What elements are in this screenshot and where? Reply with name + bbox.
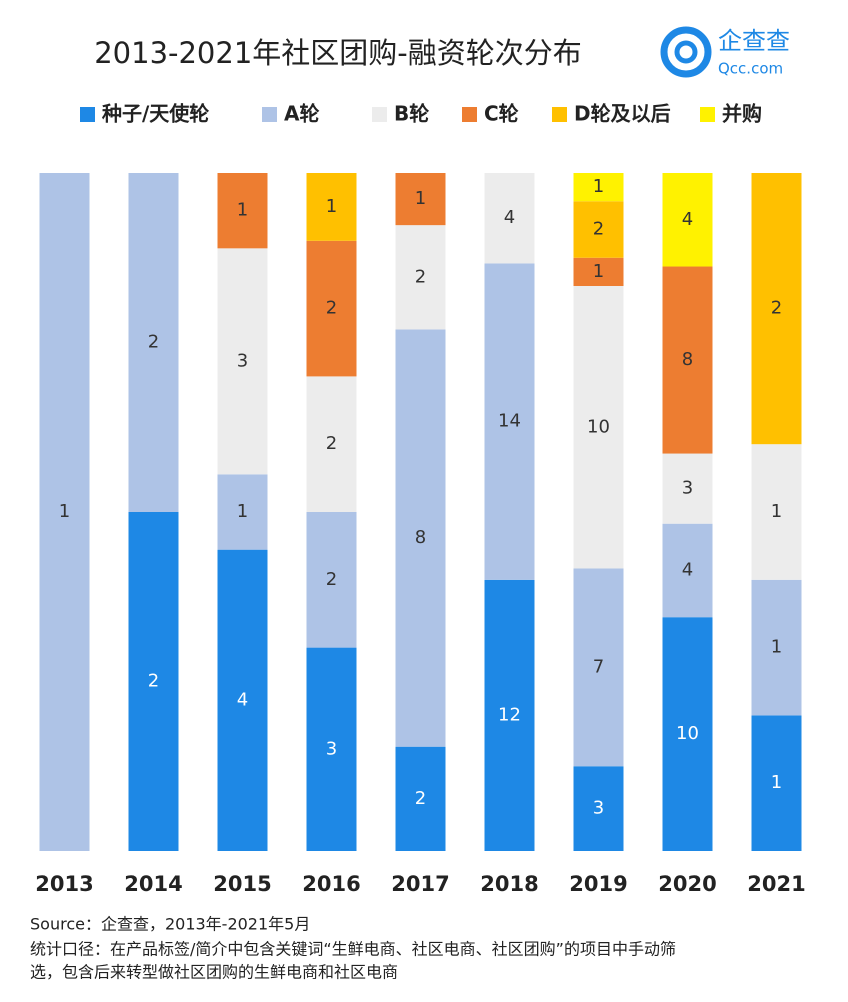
bar-segment: [395, 173, 446, 226]
bar-segment: [662, 173, 713, 267]
chart-title: 2013-2021年社区团购-融资轮次分布: [94, 36, 582, 70]
legend-swatch: [552, 107, 567, 122]
value-label: 2: [326, 433, 337, 454]
legend-label: 种子/天使轮: [101, 102, 209, 126]
legend-label: C轮: [484, 102, 519, 126]
legend-label: A轮: [284, 102, 319, 126]
legend-swatch: [462, 107, 477, 122]
logo-name: 企查查: [718, 27, 790, 55]
value-label: 1: [771, 501, 782, 522]
bar-segment: [128, 512, 179, 851]
value-label: 1: [771, 637, 782, 658]
x-tick-label: 2016: [302, 872, 360, 896]
value-label: 2: [415, 788, 426, 809]
bar-segment: [395, 746, 446, 851]
value-label: 2: [593, 219, 604, 240]
value-label: 4: [237, 689, 248, 710]
bar-segment: [128, 173, 179, 512]
value-label: 4: [504, 207, 515, 228]
bar-segment: [573, 766, 624, 851]
logo: 企查查 Qcc.com: [660, 26, 790, 78]
x-tick-label: 2020: [658, 872, 716, 896]
bar-segment: [306, 376, 357, 512]
value-label: 10: [587, 416, 610, 437]
bar-segment: [217, 248, 268, 475]
logo-icon-inner: [674, 40, 698, 64]
value-label: 4: [682, 559, 693, 580]
value-label: 2: [148, 671, 159, 692]
x-tick-label: 2013: [35, 872, 93, 896]
value-label: 2: [326, 569, 337, 590]
value-label: 1: [415, 188, 426, 209]
bar-segment: [751, 173, 802, 445]
bar-segment: [662, 523, 713, 618]
bar-segment: [662, 453, 713, 524]
legend-swatch: [700, 107, 715, 122]
bar-segment: [751, 715, 802, 851]
value-label: 10: [676, 723, 699, 744]
bar-segment: [573, 257, 624, 286]
value-label: 3: [237, 350, 248, 371]
bar-segment: [662, 617, 713, 851]
value-label: 3: [326, 738, 337, 759]
legend-label: 并购: [722, 102, 762, 126]
bar-segment: [395, 225, 446, 330]
value-label: 8: [682, 349, 693, 370]
bar-segment: [395, 329, 446, 747]
bar-segment: [484, 173, 535, 264]
note-line: 统计口径：在产品标签/简介中包含关键词“生鲜电商、社区电商、社区团购”的项目中手…: [30, 940, 676, 959]
bar-segment: [573, 286, 624, 569]
bar-segment: [662, 266, 713, 454]
x-tick-label: 2014: [124, 872, 182, 896]
bar-segment: [306, 240, 357, 377]
bar-segment: [306, 647, 357, 851]
x-tick-label: 2018: [480, 872, 538, 896]
value-label: 4: [682, 209, 693, 230]
value-label: 1: [593, 176, 604, 197]
logo-icon: [660, 26, 712, 78]
bar-segment: [306, 512, 357, 648]
bar-segment: [573, 201, 624, 258]
bar-segment: [217, 173, 268, 249]
value-label: 1: [326, 196, 337, 217]
bar-segment: [217, 549, 268, 851]
legend-swatch: [262, 107, 277, 122]
source: Source：企查查，2013年-2021年5月: [30, 915, 310, 934]
legend-label: B轮: [394, 102, 429, 126]
value-label: 14: [498, 411, 521, 432]
value-label: 2: [148, 332, 159, 353]
bar-segment: [39, 173, 90, 851]
x-tick-label: 2019: [569, 872, 627, 896]
bar-segment: [484, 579, 535, 851]
x-tick-label: 2017: [391, 872, 449, 896]
value-label: 1: [237, 200, 248, 221]
value-label: 1: [237, 501, 248, 522]
value-label: 8: [415, 527, 426, 548]
note-line: 选，包含后来转型做社区团购的生鲜电商和社区电商: [30, 963, 398, 982]
value-label: 7: [593, 656, 604, 677]
value-label: 1: [59, 501, 70, 522]
legend-swatch: [372, 107, 387, 122]
value-label: 3: [682, 478, 693, 499]
logo-domain: Qcc.com: [718, 60, 783, 78]
bar-segment: [306, 173, 357, 241]
legend-swatch: [80, 107, 95, 122]
value-label: 2: [326, 298, 337, 319]
value-label: 2: [771, 298, 782, 319]
bar-segment: [573, 173, 624, 202]
value-label: 12: [498, 704, 521, 725]
bar-segment: [751, 444, 802, 580]
x-tick-label: 2015: [213, 872, 271, 896]
bar-segment: [217, 474, 268, 550]
bar-segment: [751, 579, 802, 716]
x-tick-label: 2021: [747, 872, 805, 896]
value-label: 2: [415, 266, 426, 287]
bar-segment: [573, 568, 624, 767]
value-label: 3: [593, 798, 604, 819]
legend-label: D轮及以后: [574, 102, 671, 126]
value-label: 1: [771, 772, 782, 793]
value-label: 1: [593, 261, 604, 282]
bar-segment: [484, 263, 535, 580]
